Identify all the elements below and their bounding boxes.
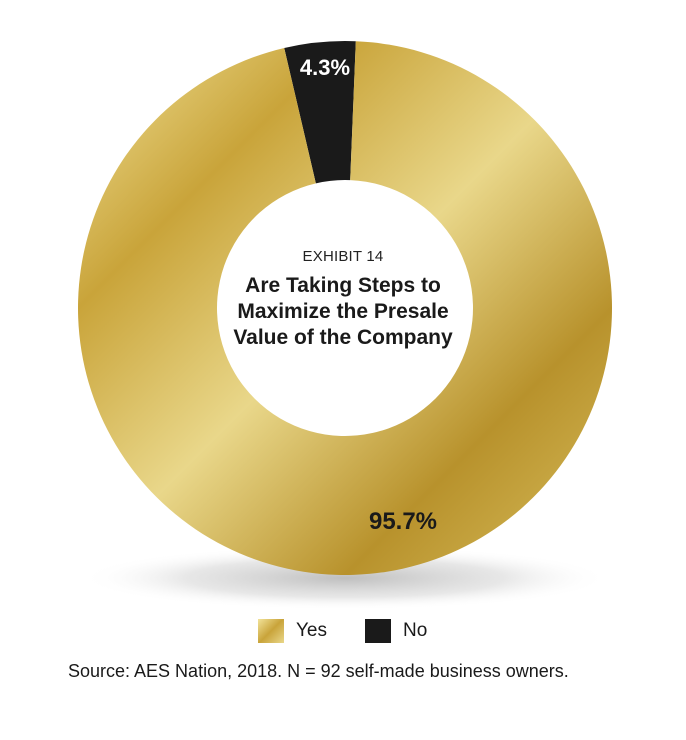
source-note: Source: AES Nation, 2018. N = 92 self-ma… [68,661,569,681]
exhibit-label: EXHIBIT 14 [302,248,384,265]
legend-item-no: No [365,619,427,643]
chart-title-line-3: Value of the Company [233,326,453,349]
chart-title-line-2: Maximize the Presale [237,300,449,323]
chart-title: Are Taking Steps to Maximize the Presale… [203,273,483,351]
slice-label-no: 4.3% [300,55,350,80]
donut-shadow [80,546,610,610]
legend-label-no: No [403,620,428,641]
legend-item-yes: Yes [258,619,327,643]
slice-label-yes: 95.7% [369,508,437,535]
legend-label-yes: Yes [296,620,327,641]
slice-yes [78,41,613,575]
chart-legend: Yes No [258,618,465,644]
donut-chart: 4.3% 95.7% [78,41,613,610]
slice-no [284,41,356,184]
chart-title-line-1: Are Taking Steps to [245,274,441,297]
donut-slices [78,41,613,575]
legend-swatch-yes [258,619,284,643]
legend-swatch-no [365,619,391,643]
slice-labels: 4.3% 95.7% [300,55,437,535]
